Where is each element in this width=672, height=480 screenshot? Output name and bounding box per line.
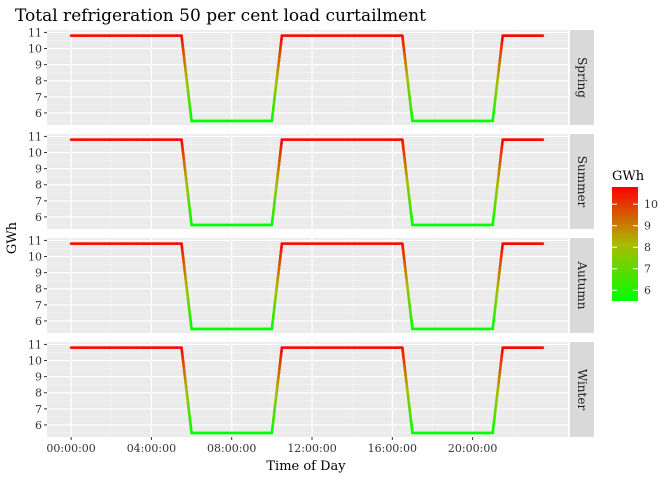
series-line-spring — [69, 34, 545, 123]
x-axis: 00:00:00 04:00:00 08:00:00 12:00:00 16:00:00… — [46, 437, 497, 455]
y-tick-label: 7 — [35, 299, 42, 312]
y-tick-label: 6 — [35, 419, 42, 432]
legend-tick-label: 6 — [644, 284, 651, 297]
y-tick-label: 9 — [35, 267, 42, 280]
x-tick-label: 12:00:00 — [287, 442, 336, 455]
panel-background — [47, 238, 568, 333]
legend-title: GWh — [612, 169, 645, 184]
facet-strip — [570, 30, 594, 125]
facet-panels: 6 7 8 9 10 11 Spring 6 7 8 9 10 11 Summer 6 7 8 9 10 11 Autu… — [28, 26, 594, 437]
y-tick-label: 11 — [28, 338, 42, 351]
series-line-winter — [69, 346, 545, 435]
legend-colorbar — [612, 187, 638, 301]
x-tick-label: 04:00:00 — [127, 442, 176, 455]
legend-ticks: 6 7 8 9 10 — [612, 198, 658, 297]
legend-tick-label: 7 — [644, 263, 651, 276]
y-tick-label: 9 — [35, 59, 42, 72]
chart-title: Total refrigeration 50 per cent load cur… — [15, 6, 426, 26]
legend: GWh 6 7 8 9 10 — [612, 169, 658, 301]
y-tick-label: 6 — [35, 315, 42, 328]
x-axis-title: Time of Day — [266, 459, 346, 474]
panel-background — [47, 342, 568, 437]
y-tick-label: 10 — [28, 147, 42, 160]
facet-strip-label: Winter — [575, 369, 589, 411]
y-tick-label: 6 — [35, 107, 42, 120]
y-tick-label: 10 — [28, 355, 42, 368]
y-tick-label: 11 — [28, 130, 42, 143]
y-tick-label: 9 — [35, 371, 42, 384]
panel-background — [47, 134, 568, 229]
legend-tick-label: 9 — [644, 220, 651, 233]
series-line-autumn — [69, 242, 545, 331]
y-tick-label: 6 — [35, 211, 42, 224]
facet-strip — [570, 342, 594, 437]
facet-panel-autumn: 6 7 8 9 10 11 Autumn — [28, 234, 594, 333]
x-tick-label: 16:00:00 — [368, 442, 417, 455]
x-tick-label: 08:00:00 — [207, 442, 256, 455]
y-tick-label: 10 — [28, 251, 42, 264]
y-tick-label: 9 — [35, 163, 42, 176]
facet-strip — [570, 238, 594, 333]
y-tick-label: 8 — [35, 179, 42, 192]
legend-tick-label: 8 — [644, 241, 651, 254]
y-tick-label: 8 — [35, 75, 42, 88]
facet-strip-label: Autumn — [575, 260, 589, 309]
y-tick-label: 7 — [35, 403, 42, 416]
facet-strip — [570, 134, 594, 229]
y-tick-label: 11 — [28, 26, 42, 39]
x-tick-label: 20:00:00 — [448, 442, 497, 455]
y-axis-title: GWh — [5, 221, 20, 254]
facet-panel-summer: 6 7 8 9 10 11 Summer — [28, 130, 594, 229]
facet-strip-label: Summer — [575, 156, 589, 208]
y-tick-label: 7 — [35, 195, 42, 208]
y-tick-label: 10 — [28, 43, 42, 56]
y-tick-label: 11 — [28, 234, 42, 247]
y-tick-label: 8 — [35, 283, 42, 296]
y-tick-label: 8 — [35, 387, 42, 400]
panel-background — [47, 30, 568, 125]
x-tick-label: 00:00:00 — [46, 442, 95, 455]
legend-tick-label: 10 — [644, 198, 658, 211]
facet-panel-spring: 6 7 8 9 10 11 Spring — [28, 26, 594, 125]
facet-strip-label: Spring — [575, 57, 589, 98]
facet-panel-winter: 6 7 8 9 10 11 Winter — [28, 338, 594, 437]
y-tick-label: 7 — [35, 91, 42, 104]
series-line-summer — [69, 138, 545, 227]
